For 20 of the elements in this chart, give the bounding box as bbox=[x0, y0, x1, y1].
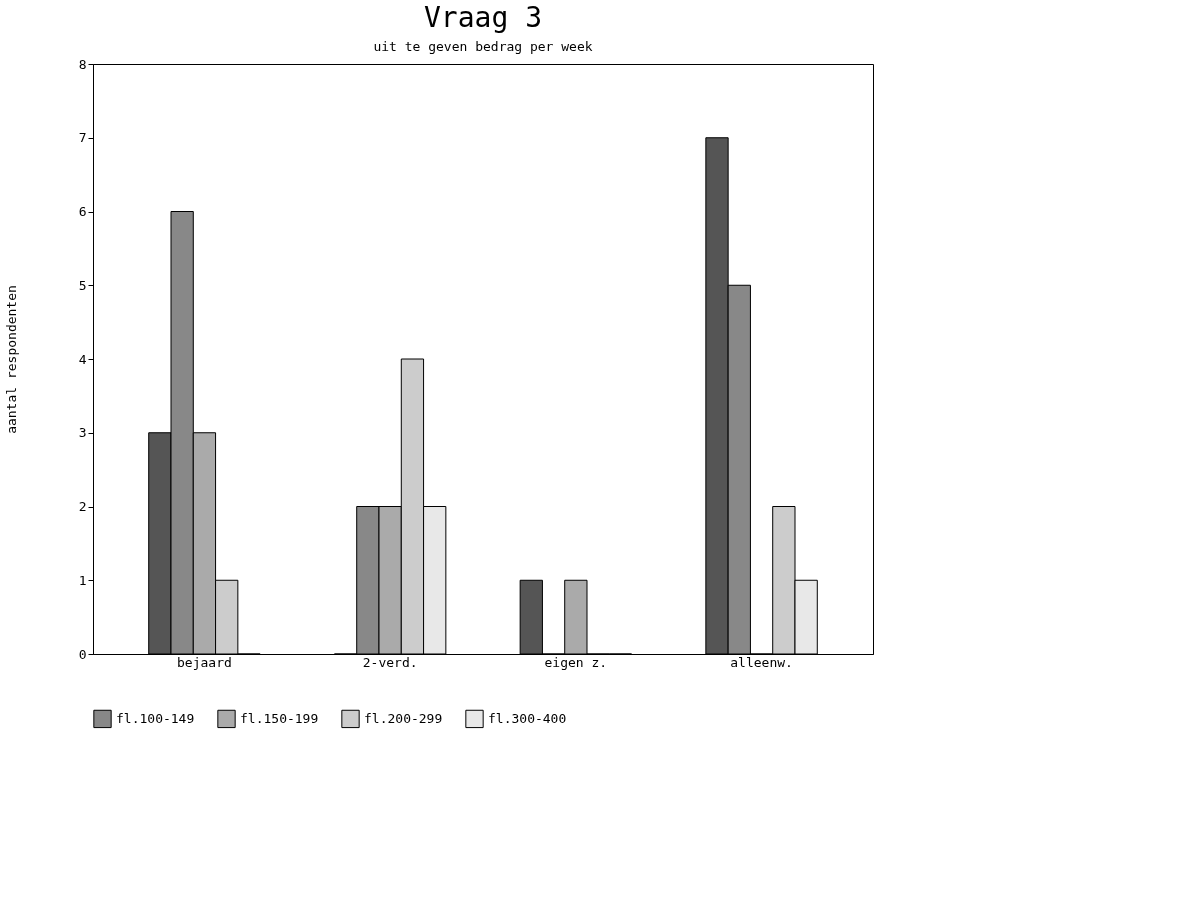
chart-title: Vraag 3 bbox=[423, 1, 543, 34]
y-tick-label: 4 bbox=[78, 351, 87, 367]
legend-label: fl.300-400 bbox=[488, 710, 567, 726]
x-tick-label: eigen z. bbox=[544, 654, 608, 670]
y-tick-label: 1 bbox=[78, 572, 87, 588]
x-tick-label: bejaard bbox=[177, 654, 232, 670]
legend-label: fl.200-299 bbox=[364, 710, 443, 726]
y-tick-label: 5 bbox=[78, 277, 87, 293]
chart-subtitle: uit te geven bedrag per week bbox=[373, 39, 593, 54]
y-axis-title: aantal respondenten bbox=[3, 285, 19, 434]
y-tick-label: 8 bbox=[78, 56, 87, 72]
x-tick-label: 2-verd. bbox=[362, 654, 418, 670]
x-tick-label: alleenw. bbox=[730, 654, 793, 670]
y-tick-label: 7 bbox=[78, 130, 87, 146]
y-tick-label: 6 bbox=[78, 204, 87, 219]
legend-label: fl.150-199 bbox=[240, 710, 319, 726]
legend-label: fl.100-149 bbox=[116, 710, 195, 726]
y-tick-label: 3 bbox=[78, 425, 87, 441]
y-tick-label: 0 bbox=[78, 646, 87, 662]
y-tick-label: 2 bbox=[78, 499, 87, 514]
